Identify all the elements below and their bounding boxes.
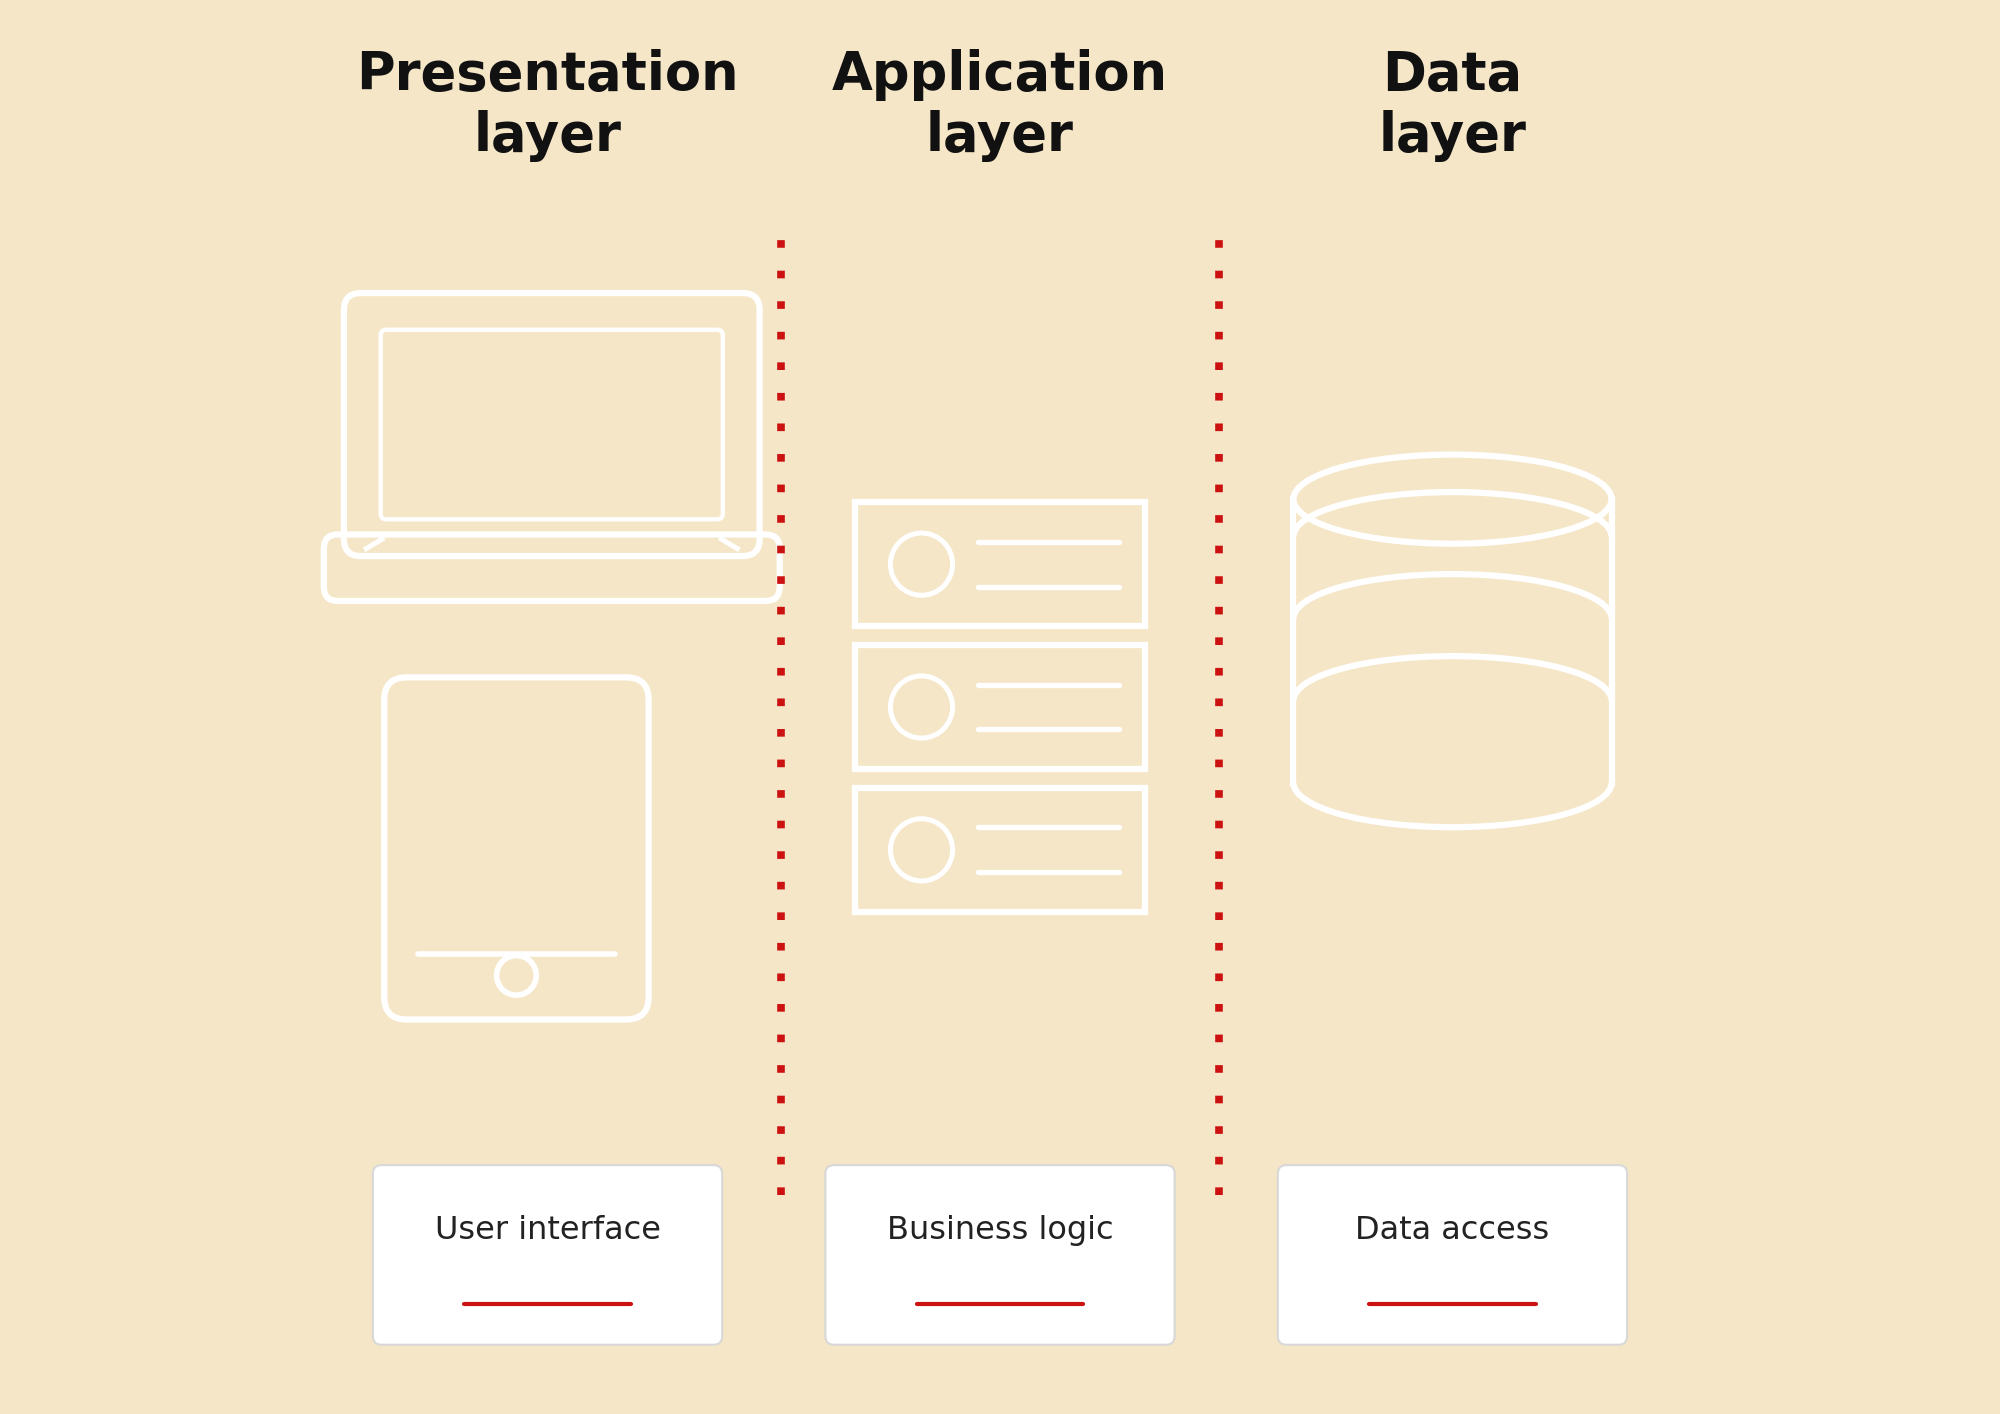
Text: Application
layer: Application layer: [832, 49, 1168, 161]
FancyBboxPatch shape: [372, 1165, 722, 1345]
Text: User interface: User interface: [434, 1215, 660, 1246]
Text: Data access: Data access: [1356, 1215, 1550, 1246]
Text: Data
layer: Data layer: [1378, 49, 1526, 161]
Text: Presentation
layer: Presentation layer: [356, 49, 738, 161]
Text: Business logic: Business logic: [886, 1215, 1114, 1246]
FancyBboxPatch shape: [826, 1165, 1174, 1345]
FancyBboxPatch shape: [1278, 1165, 1628, 1345]
